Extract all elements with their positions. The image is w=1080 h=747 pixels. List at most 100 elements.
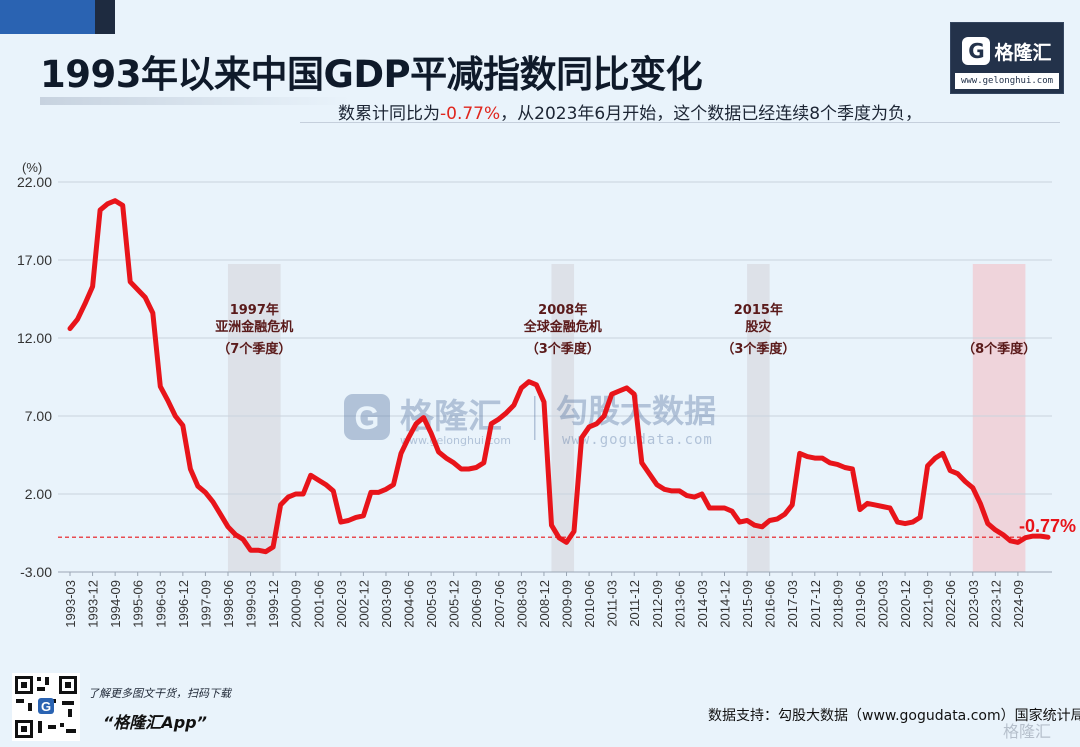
y-tick-label: 17.00 <box>17 252 52 268</box>
x-tick-label: 2014-12 <box>718 580 733 628</box>
shaded-period-3 <box>972 264 1026 572</box>
footer-brand-watermark: 格隆汇 <box>1003 722 1052 741</box>
x-tick-label: 2005-03 <box>424 580 439 628</box>
x-tick-label: 2020-03 <box>875 580 890 628</box>
y-tick-label: 2.00 <box>25 486 52 502</box>
annotation-0-line-0: 1997年 <box>230 302 279 318</box>
x-tick-label: 1999-12 <box>266 580 281 628</box>
annotation-0-line-1: 亚洲金融危机 <box>215 319 293 335</box>
x-tick-label: 2002-12 <box>356 580 371 628</box>
shaded-periods <box>227 264 1026 572</box>
footer-app-name[interactable]: “格隆汇App” <box>103 713 207 732</box>
x-tick-label: 2004-06 <box>402 580 417 628</box>
shaded-period-2 <box>747 264 770 572</box>
y-tick-label: 12.00 <box>17 330 52 346</box>
x-tick-label: 2008-12 <box>537 580 552 628</box>
x-tick-label: 2012-09 <box>650 580 665 628</box>
chart-subtitle: 数累计同比为-0.77%，从2023年6月开始，这个数据已经连续8个季度为负， <box>338 99 922 124</box>
shaded-period-1 <box>551 264 575 572</box>
x-tick-label: 1993-12 <box>86 580 101 628</box>
logo-url: www.gelonghui.com <box>955 73 1059 89</box>
x-tick-label: 2005-12 <box>447 580 462 628</box>
x-tick-label: 2001-06 <box>311 580 326 628</box>
x-tick-label: 2003-09 <box>379 580 394 628</box>
annotation-0-line-2: （7个季度） <box>217 341 291 357</box>
x-tick-label: 2009-09 <box>560 580 575 628</box>
chart-title: 1993年以来中国GDP平减指数同比变化 <box>40 53 703 96</box>
subtitle-rule <box>300 122 1060 123</box>
x-tick-label: 1999-03 <box>244 580 259 628</box>
x-tick-label: 2002-03 <box>334 580 349 628</box>
annotation-3-line-2: （8个季度） <box>962 341 1036 357</box>
watermark-g-letter: G <box>355 400 380 436</box>
x-tick-label: 2018-09 <box>830 580 845 628</box>
x-tick-label: 2011-12 <box>627 580 642 627</box>
x-tick-label: 1998-06 <box>221 580 236 628</box>
shaded-period-0 <box>227 264 281 572</box>
x-tick-label: 2020-12 <box>898 580 913 628</box>
subtitle-prefix: 数累计同比为 <box>338 104 440 124</box>
watermark: G 格隆汇 www.gelonghui.com 勾股大数据 www.goguda… <box>344 392 716 448</box>
y-tick-label: 7.00 <box>25 408 52 424</box>
logo-g-icon: G <box>962 37 991 65</box>
subtitle-highlight: -0.77% <box>440 104 501 124</box>
x-tick-label: 2021-09 <box>921 580 936 628</box>
x-tick-label: 2011-03 <box>605 580 620 627</box>
x-tick-label: 2024-09 <box>1011 580 1026 628</box>
y-tick-label: 22.00 <box>17 174 52 190</box>
subtitle-suffix: ，从2023年6月开始，这个数据已经连续8个季度为负， <box>500 104 923 124</box>
x-tick-label: 2017-03 <box>785 580 800 628</box>
logo-name: 格隆汇 <box>994 41 1052 64</box>
x-tick-label: 2017-12 <box>808 580 823 628</box>
footer-download-note: 了解更多图文干货，扫码下载 <box>88 687 231 700</box>
x-tick-label: 2015-09 <box>740 580 755 628</box>
x-tick-label: 2022-06 <box>943 580 958 628</box>
x-tick-label: 2007-06 <box>492 580 507 628</box>
series-layer <box>67 198 1051 555</box>
qr-logo-letter: G <box>41 699 51 714</box>
x-tick-label: 2006-09 <box>469 580 484 628</box>
reference-line: -0.77% <box>58 516 1076 538</box>
watermark-divider <box>534 396 536 440</box>
x-tick-label: 2010-06 <box>582 580 597 628</box>
qr-code[interactable]: G <box>12 673 80 741</box>
annotation-1-line-1: 全球金融危机 <box>523 319 602 335</box>
x-tick-label: 1993-03 <box>63 580 78 628</box>
logo-top: G 格隆汇 <box>951 29 1063 73</box>
annotation-1-line-0: 2008年 <box>538 302 587 318</box>
x-tick-label: 1994-09 <box>108 580 123 628</box>
x-tick-label: 2014-03 <box>695 580 710 628</box>
x-tick-label: 2019-06 <box>853 580 868 628</box>
x-tick-label: 1995-06 <box>131 580 146 628</box>
x-tick-label: 1996-12 <box>176 580 191 628</box>
x-axis: 1993-03 1993-12 1994-09 1995-06 1996-03 1996-… <box>58 571 1052 628</box>
annotation-2-line-0: 2015年 <box>734 302 783 318</box>
brand-logo[interactable]: G 格隆汇 www.gelonghui.com <box>950 22 1064 94</box>
annotation-2-line-1: 股灾 <box>745 319 772 335</box>
annotation-1-line-2: （3个季度） <box>526 341 600 357</box>
x-tick-label: 2023-12 <box>988 580 1003 628</box>
y-axis: (%) 22.00 17.00 12.00 7.00 2.00 -3.00 <box>17 160 52 580</box>
series-line-gdp-deflator <box>67 198 1051 555</box>
y-tick-label: -3.00 <box>20 564 52 580</box>
annotation-2-line-2: （3个季度） <box>721 341 795 357</box>
watermark-left-name: 格隆汇 <box>400 397 502 437</box>
x-tick-label: 1996-03 <box>153 580 168 628</box>
y-unit-label: (%) <box>22 160 42 175</box>
qr-code-pattern: G <box>12 673 80 741</box>
watermark-g-icon <box>344 394 390 440</box>
reference-line-label: -0.77% <box>1019 516 1076 536</box>
x-tick-label: 2000-09 <box>289 580 304 628</box>
x-tick-label: 1997-09 <box>198 580 213 628</box>
watermark-left-url: www.gelonghui.com <box>400 434 511 447</box>
x-tick-label: 2023-03 <box>966 580 981 628</box>
x-tick-label: 2016-06 <box>763 580 778 628</box>
title-underline <box>40 97 350 105</box>
corner-accent-blue <box>0 0 95 34</box>
footer-data-source: 数据支持：勾股大数据（www.gogudata.com）国家统计局 <box>708 708 1080 724</box>
corner-accent-dark <box>95 0 115 34</box>
x-tick-label: 2008-03 <box>514 580 529 628</box>
x-tick-label: 2013-06 <box>672 580 687 628</box>
